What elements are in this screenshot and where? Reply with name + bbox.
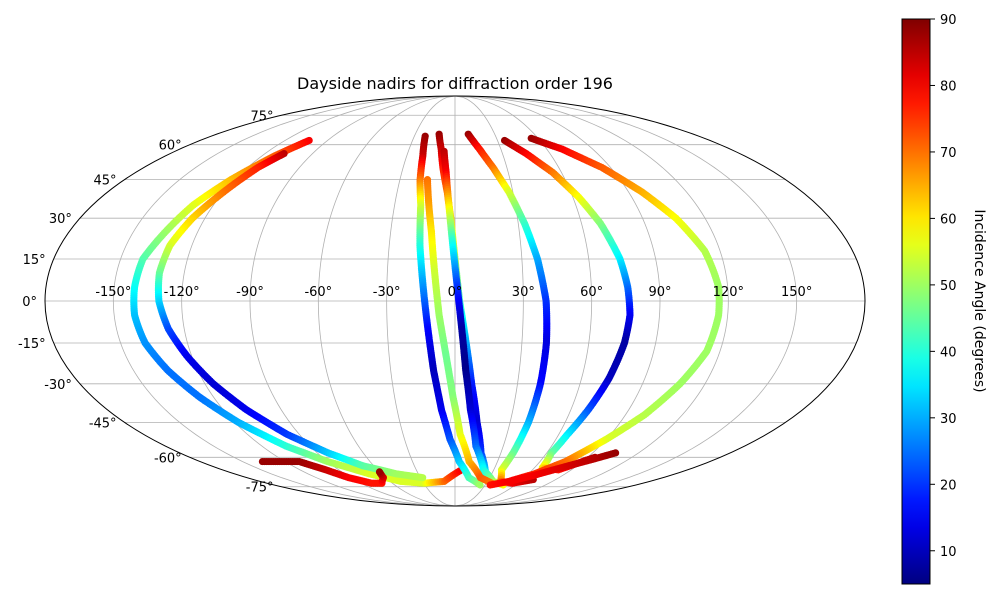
colorbar-tick-label: 60 <box>940 212 957 227</box>
colorbar-tick-label: 20 <box>940 478 957 493</box>
chart-title: Dayside nadirs for diffraction order 196 <box>297 74 613 93</box>
colorbar-ticks: 10 20 30 40 50 60 70 80 90 <box>930 13 957 560</box>
meridian-line <box>112 96 456 506</box>
lon-tick-label: 30° <box>512 285 535 300</box>
nadir-point <box>612 449 620 457</box>
meridian-line <box>454 96 729 506</box>
data-points <box>130 130 723 489</box>
meridian-line <box>317 96 456 506</box>
longitude-tick-labels: -150° -120° -90° -60° -30° 0° 30° 60° 90° 120° 150… <box>95 285 812 300</box>
globe-outline <box>44 95 866 507</box>
lon-tick-label: 120° <box>713 285 744 300</box>
lon-tick-label: 150° <box>781 285 812 300</box>
lon-tick-label: -90° <box>236 285 264 300</box>
lat-tick-label: 75° <box>250 109 273 124</box>
lat-tick-label: 45° <box>94 174 117 189</box>
lat-tick-label: 60° <box>159 139 182 154</box>
lat-tick-label: -30° <box>44 378 72 393</box>
lat-tick-label: 0° <box>22 295 37 310</box>
nadir-point <box>419 474 427 482</box>
colorbar-label: Incidence Angle (degrees) <box>971 209 987 392</box>
colorbar-tick-label: 10 <box>940 545 957 560</box>
colorbar-tick-label: 40 <box>940 345 957 360</box>
colorbar-tick-label: 50 <box>940 279 957 294</box>
colorbar-bar <box>901 18 931 585</box>
colorbar: 10 20 30 40 50 60 70 80 90 Incidence Angle (degr… <box>901 13 987 585</box>
meridian-line <box>454 96 798 506</box>
lon-tick-label: 0° <box>448 285 463 300</box>
lat-tick-label: 15° <box>23 253 46 268</box>
colorbar-tick-label: 90 <box>940 13 957 28</box>
colorbar-tick-label: 30 <box>940 412 957 427</box>
latitude-tick-labels: 75° 60° 45° 30° 15° 0° -15° -30° -45° -60° -75° <box>18 109 274 495</box>
lon-tick-label: -60° <box>304 285 332 300</box>
meridian-line <box>386 96 456 506</box>
meridian-line <box>454 96 524 506</box>
nadir-point <box>375 468 384 476</box>
lat-tick-label: -15° <box>18 337 46 352</box>
lat-tick-label: -75° <box>246 481 274 496</box>
lat-tick-label: -60° <box>154 451 182 466</box>
lat-tick-label: 30° <box>49 212 72 227</box>
lon-tick-label: -150° <box>95 285 131 300</box>
meridian-line <box>181 96 456 506</box>
graticule-grid <box>45 96 865 506</box>
nadir-point <box>476 481 484 489</box>
lon-tick-label: -30° <box>373 285 401 300</box>
lon-tick-label: 90° <box>648 285 671 300</box>
lon-tick-label: 60° <box>580 285 603 300</box>
lon-tick-label: -120° <box>164 285 200 300</box>
colorbar-tick-label: 70 <box>940 146 957 161</box>
lat-tick-label: -45° <box>89 416 117 431</box>
colorbar-tick-label: 80 <box>940 79 957 94</box>
